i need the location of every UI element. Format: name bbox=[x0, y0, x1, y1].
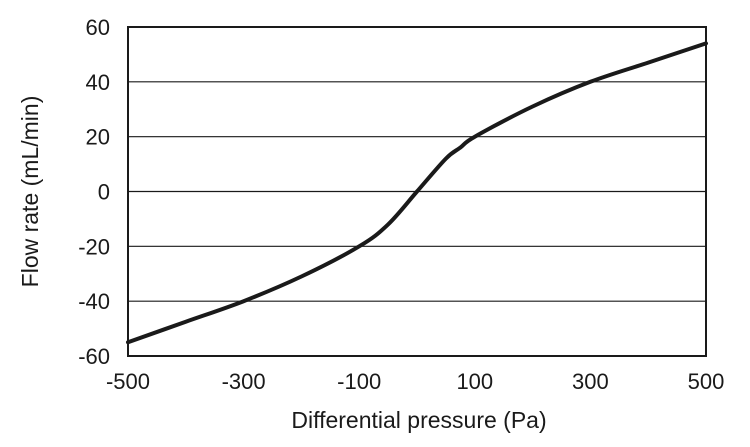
y-tick-label: 20 bbox=[86, 125, 110, 150]
y-axis-ticks: 60 40 20 0 -20 -40 -60 bbox=[78, 15, 110, 369]
y-tick-label: -40 bbox=[78, 289, 110, 314]
y-tick-label: 60 bbox=[86, 15, 110, 40]
x-tick-label: -100 bbox=[337, 369, 381, 394]
x-axis-ticks: -500 -300 -100 100 300 500 bbox=[106, 369, 724, 394]
x-tick-label: 500 bbox=[688, 369, 725, 394]
y-axis-title: Flow rate (mL/min) bbox=[17, 96, 43, 288]
x-tick-label: -500 bbox=[106, 369, 150, 394]
x-tick-label: -300 bbox=[222, 369, 266, 394]
x-axis-title: Differential pressure (Pa) bbox=[291, 407, 546, 433]
y-tick-label: -60 bbox=[78, 344, 110, 369]
series-layer bbox=[126, 41, 708, 345]
plot-area-frame bbox=[127, 26, 707, 357]
y-tick-label: 0 bbox=[98, 180, 110, 205]
x-tick-label: 300 bbox=[572, 369, 609, 394]
y-tick-label: -20 bbox=[78, 234, 110, 259]
x-tick-label: 100 bbox=[456, 369, 493, 394]
series-line-0 bbox=[126, 41, 708, 345]
y-tick-label: 40 bbox=[86, 70, 110, 95]
